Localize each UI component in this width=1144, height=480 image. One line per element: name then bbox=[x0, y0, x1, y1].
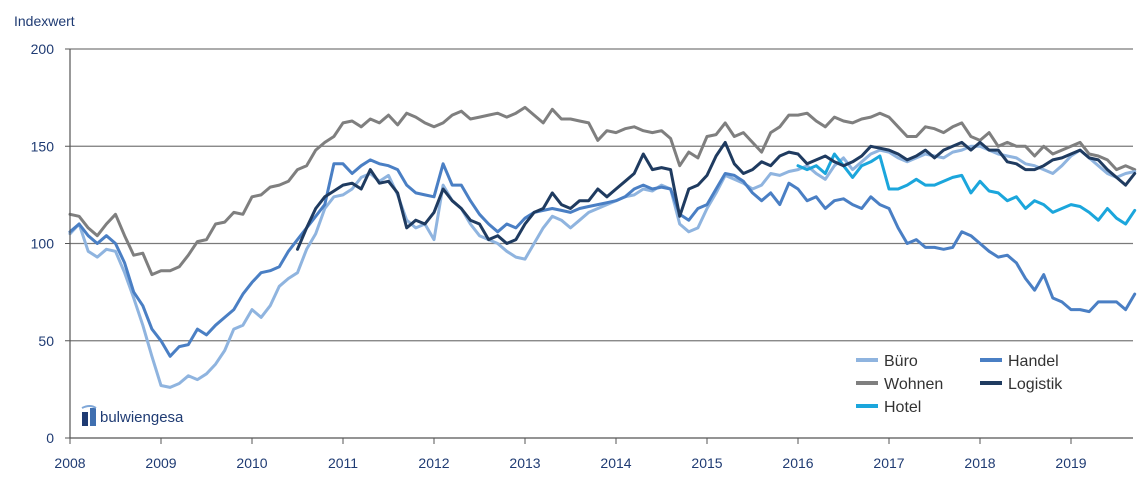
tick-marks: 0 50 100 150 200 2008 2009 2010 2011 2012 2013 2014… bbox=[31, 41, 1087, 471]
x-tick-label: 2009 bbox=[145, 455, 176, 471]
y-tick-label: 0 bbox=[46, 430, 54, 446]
x-tick-label: 2010 bbox=[236, 455, 267, 471]
series-line-buero bbox=[68, 144, 1137, 389]
legend: Büro Handel Wohnen Logistik Hotel bbox=[856, 353, 1063, 416]
x-tick-label: 2016 bbox=[782, 455, 813, 471]
legend-label-wohnen: Wohnen bbox=[884, 376, 943, 393]
x-tick-label: 2014 bbox=[600, 455, 631, 471]
y-tick-label: 100 bbox=[31, 236, 55, 252]
legend-label-logistik: Logistik bbox=[1008, 376, 1063, 393]
x-tick-label: 2008 bbox=[54, 455, 85, 471]
x-tick-label: 2019 bbox=[1055, 455, 1086, 471]
brand-logo: bulwiengesa bbox=[81, 405, 184, 426]
series-line-wohnen bbox=[68, 105, 1137, 277]
x-tick-label: 2013 bbox=[509, 455, 540, 471]
x-tick-label: 2017 bbox=[873, 455, 904, 471]
y-axis-title: Indexwert bbox=[14, 13, 75, 29]
series-line-hotel bbox=[796, 152, 1137, 226]
legend-label-hotel: Hotel bbox=[884, 399, 921, 416]
y-tick-label: 200 bbox=[31, 41, 55, 57]
x-tick-label: 2012 bbox=[418, 455, 449, 471]
legend-label-handel: Handel bbox=[1008, 353, 1059, 370]
series-lines bbox=[68, 105, 1137, 389]
y-tick-label: 50 bbox=[38, 333, 54, 349]
series-line-handel bbox=[68, 158, 1137, 358]
grid-lines bbox=[70, 48, 1133, 342]
x-tick-label: 2011 bbox=[328, 455, 358, 471]
x-tick-label: 2015 bbox=[691, 455, 722, 471]
brand-logo-text: bulwiengesa bbox=[100, 409, 184, 426]
series-line-logistik bbox=[296, 140, 1137, 251]
legend-label-buero: Büro bbox=[884, 353, 918, 370]
brand-logo-icon bbox=[81, 405, 97, 426]
y-tick-label: 150 bbox=[31, 138, 55, 154]
x-tick-label: 2018 bbox=[964, 455, 995, 471]
